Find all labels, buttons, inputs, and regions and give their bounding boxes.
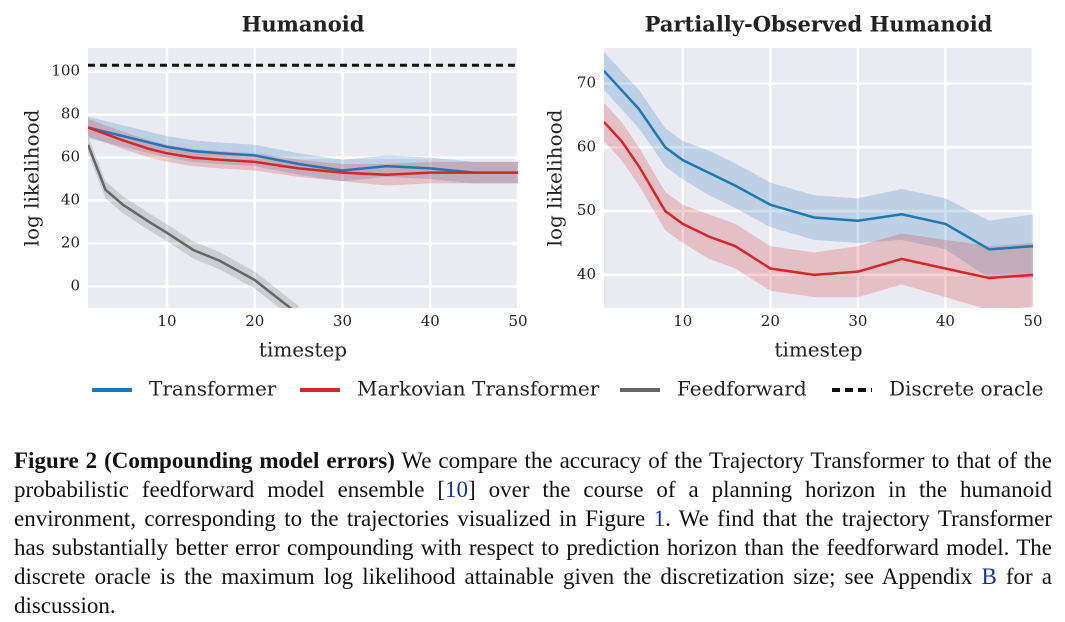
legend-label: Markovian Transformer — [357, 377, 600, 401]
plot-background — [88, 48, 518, 308]
error-band — [88, 118, 518, 186]
x-tick-label: 10 — [673, 312, 692, 330]
y-tick-label: 0 — [70, 277, 80, 295]
x-tick-label: 40 — [936, 312, 955, 330]
figure: Humanoid timestep log likelihood 10 20 30 40 50… — [20, 12, 1044, 401]
y-tick-label: 50 — [577, 201, 596, 219]
series-line — [604, 121, 1033, 280]
x-tick-label: 20 — [245, 312, 264, 330]
series-line — [604, 70, 1033, 251]
x-axis-label: timestep — [774, 338, 862, 362]
plot-area — [88, 63, 518, 308]
caption-text: . We find that the trajectory Transforme… — [14, 506, 1052, 589]
caption: Figure 2 (Compounding model errors) We c… — [14, 446, 1052, 620]
chart-title: Partially-Observed Humanoid — [645, 12, 993, 37]
y-tick-label: 60 — [61, 148, 80, 166]
caption-text: ] over the course of a planning horizon … — [14, 477, 1052, 531]
y-tick-label: 20 — [61, 234, 80, 252]
x-tick-label: 50 — [1023, 312, 1042, 330]
reference-link[interactable]: B — [981, 564, 997, 589]
series-line — [88, 126, 518, 177]
x-tick-label: 30 — [848, 312, 867, 330]
x-tick-label: 40 — [421, 312, 440, 330]
chart-title: Humanoid — [242, 12, 365, 37]
x-tick-label: 20 — [761, 312, 780, 330]
y-tick-label: 40 — [577, 265, 596, 283]
legend-label: Discrete oracle — [889, 377, 1043, 401]
reference-link[interactable]: 10 — [445, 477, 469, 502]
series-line — [88, 144, 293, 308]
x-tick-label: 30 — [333, 312, 352, 330]
caption-label: Figure 2 (Compounding model errors) — [14, 448, 395, 473]
y-tick-label: 100 — [51, 62, 80, 80]
series-line — [88, 126, 518, 174]
x-tick-label: 10 — [157, 312, 176, 330]
error-band — [88, 136, 299, 308]
error-band — [604, 51, 1033, 279]
legend-label: Transformer — [149, 377, 277, 401]
y-axis-label: log likelihood — [20, 109, 44, 246]
plot-background — [604, 48, 1033, 308]
error-band — [604, 102, 1033, 308]
plot-area — [604, 51, 1033, 308]
reference-link[interactable]: 1 — [653, 506, 666, 531]
y-tick-label: 40 — [61, 191, 80, 209]
caption-text: for a discussion. — [14, 564, 1052, 618]
y-tick-label: 70 — [577, 74, 596, 92]
y-tick-label: 80 — [61, 105, 80, 123]
legend-label: Feedforward — [677, 377, 807, 401]
y-axis-label: log likelihood — [543, 109, 567, 246]
caption-text: We compare the accuracy of the Trajector… — [14, 448, 1052, 502]
x-tick-label: 50 — [508, 312, 527, 330]
x-axis-label: timestep — [259, 338, 347, 362]
y-tick-label: 60 — [577, 137, 596, 155]
